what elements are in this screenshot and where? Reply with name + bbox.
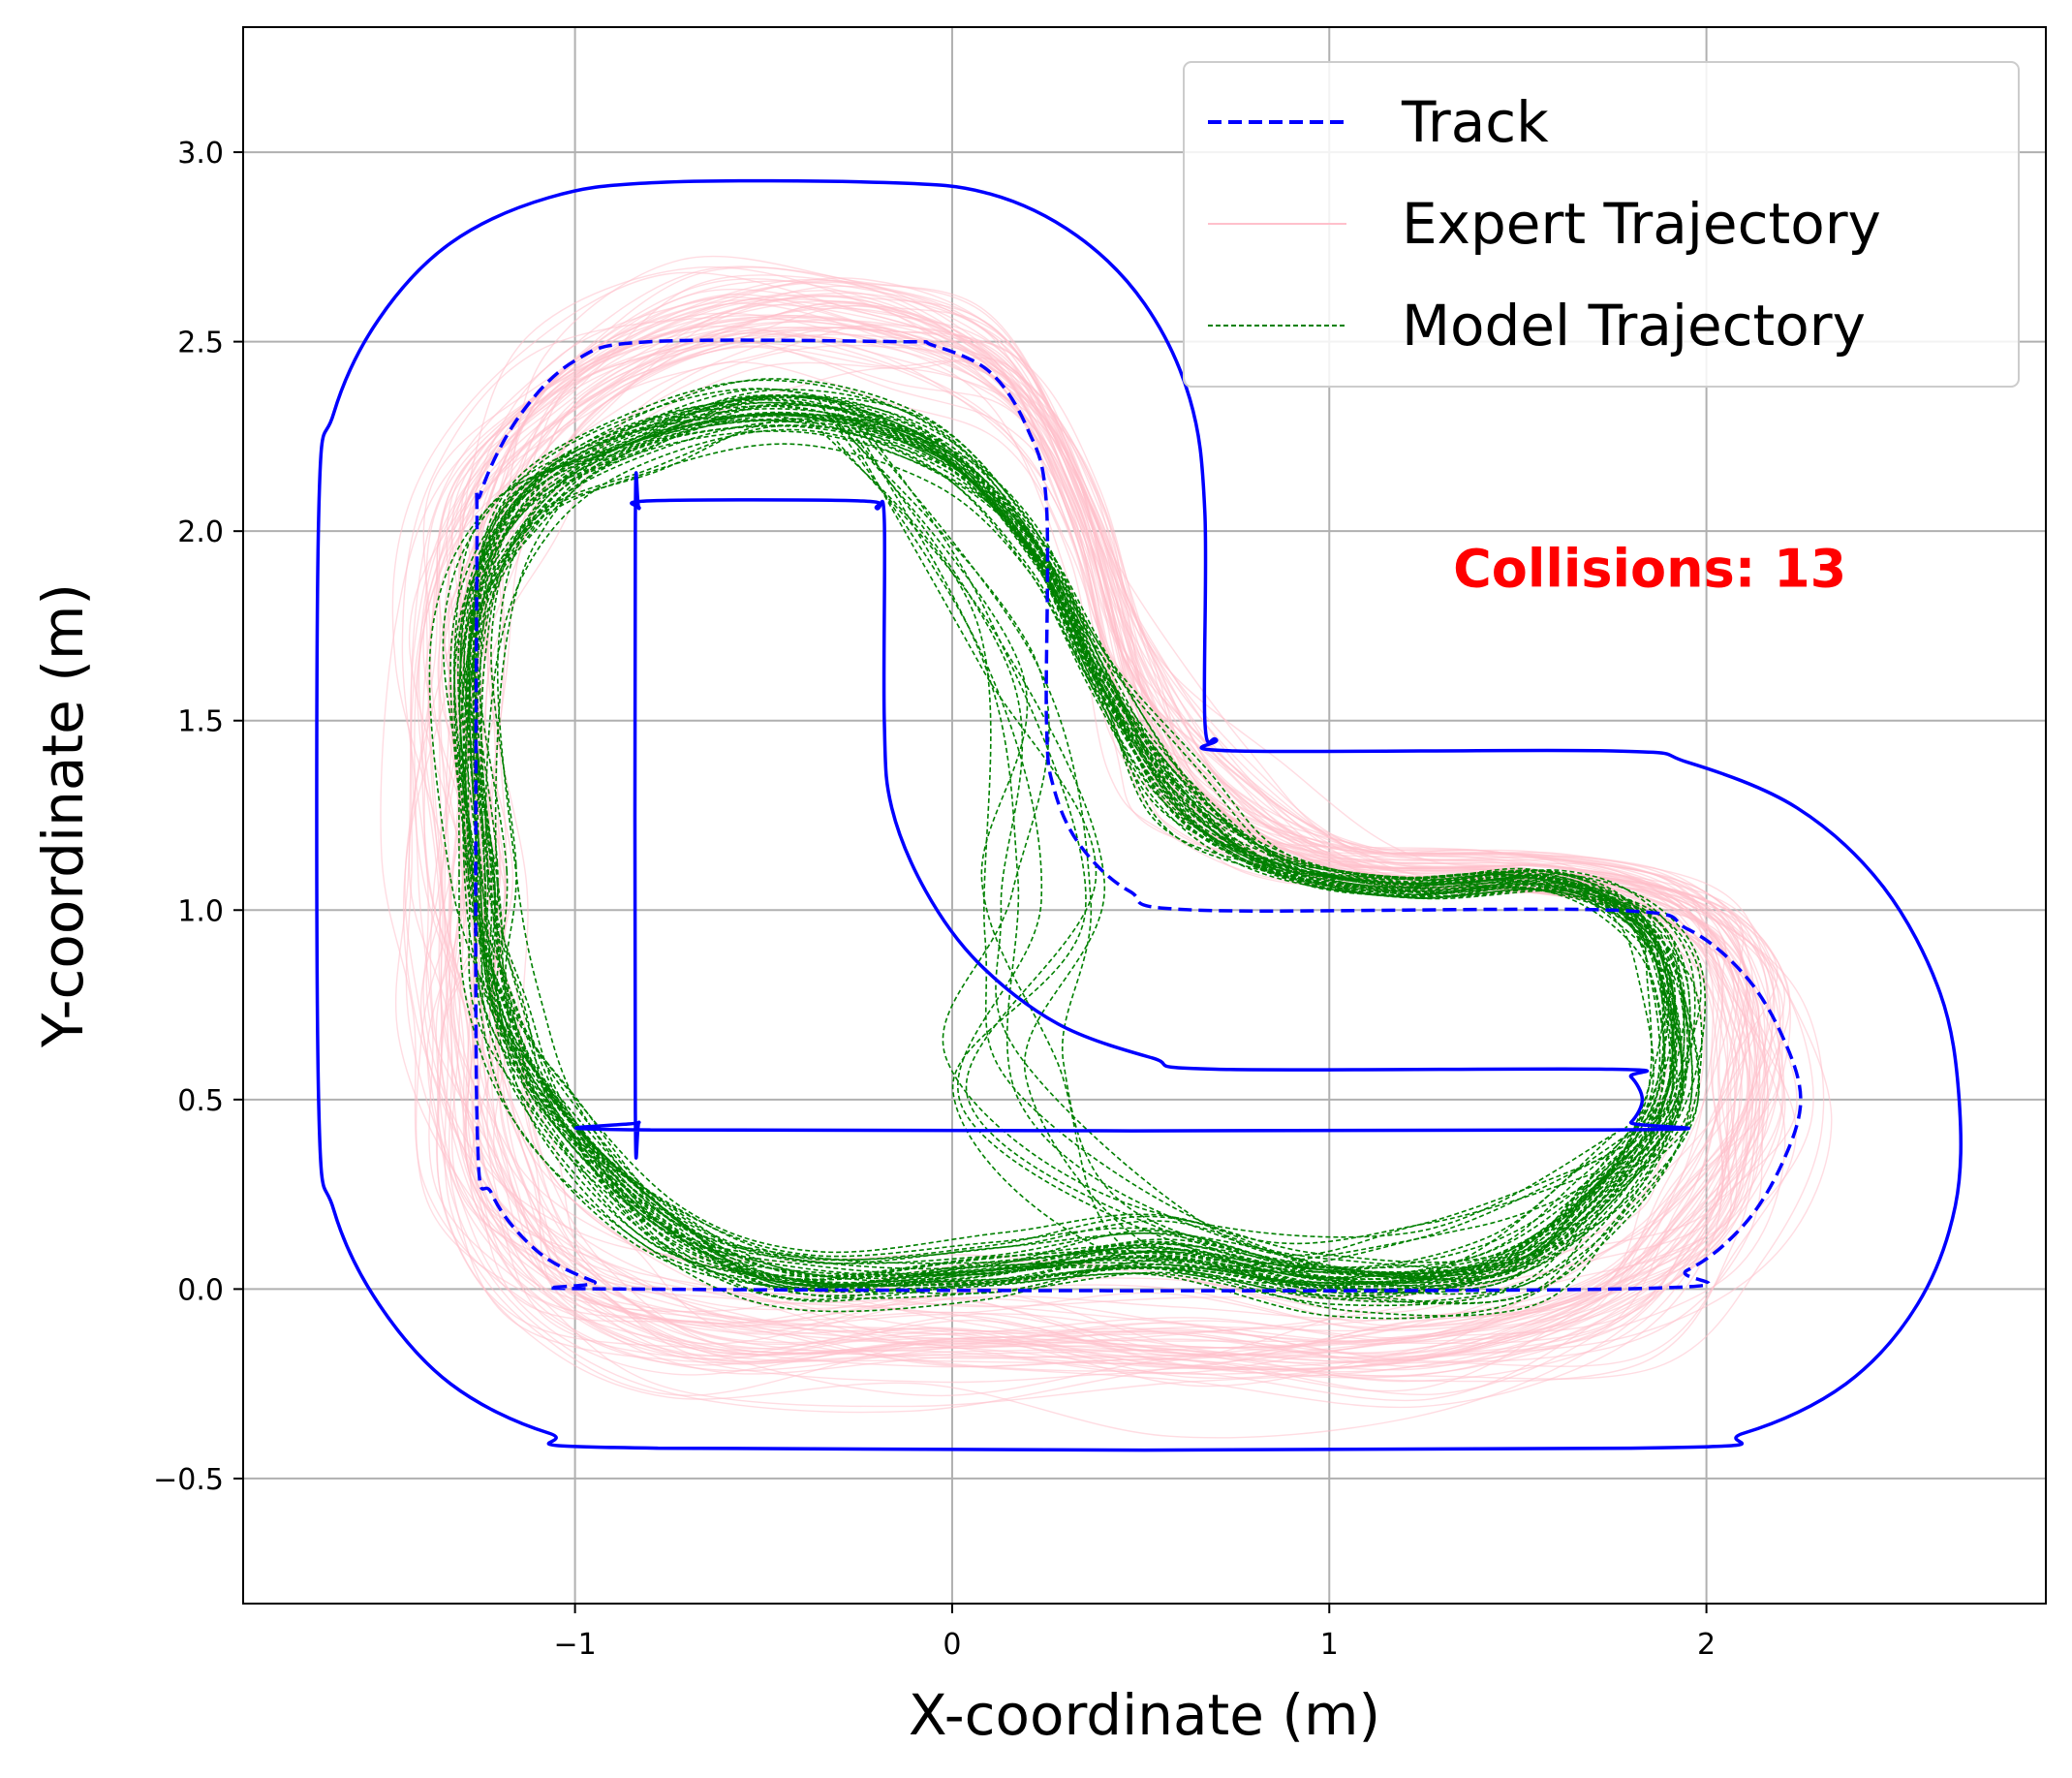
model-shortcut-trajectory xyxy=(823,393,1610,1257)
model-shortcut-trajectory xyxy=(856,448,1616,1280)
model-shortcut-trajectory xyxy=(817,398,1602,1278)
y-axis-label: Y-coordinate (m) xyxy=(30,583,96,1048)
expert-trajectory-line xyxy=(463,304,1751,1356)
track-outer-boundary xyxy=(315,178,1963,1452)
model-trajectory-line xyxy=(475,404,1691,1284)
expert-trajectory-line xyxy=(422,266,1735,1360)
expert-trajectory-line xyxy=(415,346,1761,1383)
x-tick-label: 1 xyxy=(1320,1628,1339,1662)
legend-label-expert: Expert Trajectory xyxy=(1402,191,1881,257)
model-trajectories xyxy=(428,378,1707,1320)
legend-label-model: Model Trajectory xyxy=(1402,293,1866,359)
axis-ticks: −1 0 1 2 −0.5 0.0 0.5 1.0 1.5 2.0 2.5 3.0 xyxy=(153,137,1716,1662)
model-shortcut-trajectory xyxy=(831,413,1642,1268)
expert-trajectory-line xyxy=(438,294,1748,1343)
expert-trajectory-line xyxy=(426,357,1797,1375)
collisions-annotation: Collisions: 13 xyxy=(1453,538,1846,599)
x-tick-label: 0 xyxy=(943,1628,961,1662)
legend-label-track: Track xyxy=(1401,89,1549,155)
expert-trajectory-line xyxy=(444,303,1766,1344)
model-trajectory-line xyxy=(463,420,1678,1292)
model-trajectory-line xyxy=(459,388,1664,1278)
expert-trajectory-line xyxy=(476,321,1791,1345)
expert-trajectory-line xyxy=(470,302,1758,1379)
y-tick-label: 0.0 xyxy=(177,1273,224,1307)
track-boundaries xyxy=(315,178,1963,1452)
axes-frame xyxy=(242,26,2047,1605)
expert-trajectories xyxy=(380,255,1833,1439)
expert-trajectory-line xyxy=(410,265,1729,1345)
model-trajectory-line xyxy=(442,401,1670,1263)
expert-trajectory-line xyxy=(478,324,1814,1388)
y-tick-label: 2.0 xyxy=(177,515,224,549)
expert-trajectory-line xyxy=(465,255,1748,1301)
y-tick-label: 0.5 xyxy=(177,1084,224,1118)
model-trajectory-line xyxy=(453,397,1665,1278)
model-trajectory-line xyxy=(484,428,1700,1317)
model-shortcut-trajectory xyxy=(838,403,1656,1275)
expert-trajectory-line xyxy=(444,344,1786,1396)
y-tick-label: −0.5 xyxy=(153,1463,224,1497)
model-trajectory-line xyxy=(465,394,1683,1268)
expert-trajectory-line xyxy=(472,280,1775,1358)
expert-trajectory-line xyxy=(408,278,1719,1362)
x-tick-label: −1 xyxy=(553,1628,596,1662)
model-trajectory-line xyxy=(473,395,1696,1274)
model-trajectory-line xyxy=(474,418,1688,1283)
legend-box xyxy=(1183,61,2020,388)
model-trajectory-line xyxy=(463,394,1685,1281)
y-tick-label: 1.5 xyxy=(177,705,224,739)
model-shortcut-trajectory xyxy=(821,407,1628,1238)
y-tick-label: 3.0 xyxy=(177,137,224,171)
model-shortcut-trajectory xyxy=(847,404,1618,1286)
track-centerline xyxy=(474,338,1803,1293)
expert-trajectory-line xyxy=(465,326,1833,1380)
y-tick-label: 1.0 xyxy=(177,894,224,928)
model-trajectory-line xyxy=(462,401,1653,1285)
track-inner-boundary xyxy=(574,471,1691,1160)
expert-trajectory-line xyxy=(470,304,1791,1356)
model-trajectory-line xyxy=(472,424,1675,1287)
model-trajectory-line xyxy=(458,443,1685,1320)
legend: Track Expert Trajectory Model Trajectory xyxy=(1183,61,2020,388)
x-axis-label: X-coordinate (m) xyxy=(909,1682,1380,1748)
x-tick-label: 2 xyxy=(1697,1628,1716,1662)
model-shortcut-trajectory xyxy=(858,433,1632,1278)
model-trajectory-line xyxy=(449,398,1661,1289)
model-shortcut-trajectory xyxy=(804,413,1600,1245)
y-tick-label: 2.5 xyxy=(177,327,224,360)
model-trajectory-line xyxy=(453,414,1683,1302)
expert-trajectory-line xyxy=(462,298,1783,1345)
